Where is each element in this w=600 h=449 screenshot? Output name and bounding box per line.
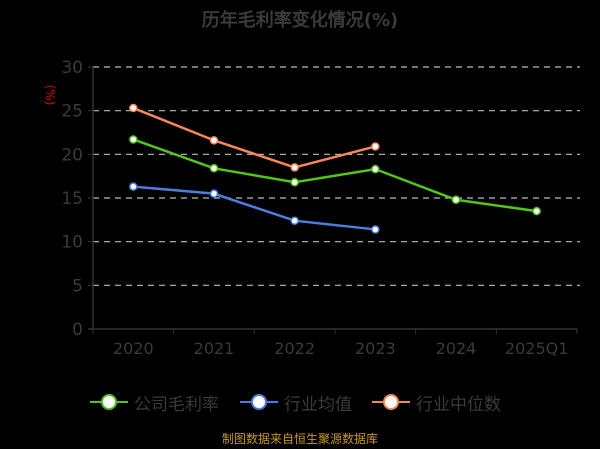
legend-label: 行业均值 [284, 394, 352, 415]
data-point [290, 216, 299, 225]
data-point [129, 182, 138, 191]
y-tick-label: 15 [61, 189, 83, 209]
x-tick-label: 2022 [274, 339, 315, 358]
series-lines [129, 103, 541, 234]
data-source-footer: 制图数据来自恒生聚源数据库 [221, 432, 378, 446]
data-point [209, 164, 219, 173]
data-point [290, 178, 299, 187]
x-axis: 2020 2021 2022 2023 2024 2025Q1 [88, 67, 578, 358]
legend-item-industry-median[interactable]: 行业中位数 [372, 390, 501, 415]
x-tick-label: 2024 [436, 339, 477, 358]
x-tick-label: 2020 [113, 339, 154, 358]
x-tick-label: 2023 [355, 339, 396, 358]
series-line [132, 138, 537, 213]
series-line [132, 106, 376, 169]
y-tick-label: 30 [61, 58, 83, 78]
x-tick-label: 2025Q1 [505, 339, 569, 358]
data-point [209, 189, 219, 198]
legend-label: 行业中位数 [416, 394, 501, 415]
data-point [209, 136, 219, 145]
data-point [371, 164, 380, 174]
y-tick-label: 25 [61, 102, 83, 122]
y-tick-label: 5 [72, 276, 83, 296]
data-point [129, 135, 138, 144]
legend-marker-icon [90, 390, 128, 414]
legend: 公司毛利率 行业均值 行业中位数 [0, 390, 600, 415]
y-axis-unit-label: (%) [43, 85, 57, 106]
data-point [371, 142, 380, 151]
legend-label: 公司毛利率 [134, 394, 219, 415]
x-tick-label: 2021 [194, 339, 235, 358]
chart-title: 历年毛利率变化情况(%) [201, 10, 399, 31]
data-point [451, 195, 461, 204]
legend-marker-icon [240, 390, 278, 414]
legend-marker-icon [372, 390, 410, 414]
y-axis-ticks: 0 5 10 15 20 25 30 [61, 58, 93, 340]
legend-item-company[interactable]: 公司毛利率 [90, 390, 219, 415]
y-tick-label: 20 [61, 145, 83, 165]
data-point [129, 103, 138, 113]
legend-item-industry-average[interactable]: 行业均值 [240, 390, 352, 415]
series-line [133, 185, 376, 231]
y-tick-label: 10 [61, 233, 83, 253]
data-point [532, 206, 541, 216]
data-point [371, 225, 380, 234]
y-tick-label: 0 [72, 320, 83, 340]
data-point [290, 163, 299, 172]
